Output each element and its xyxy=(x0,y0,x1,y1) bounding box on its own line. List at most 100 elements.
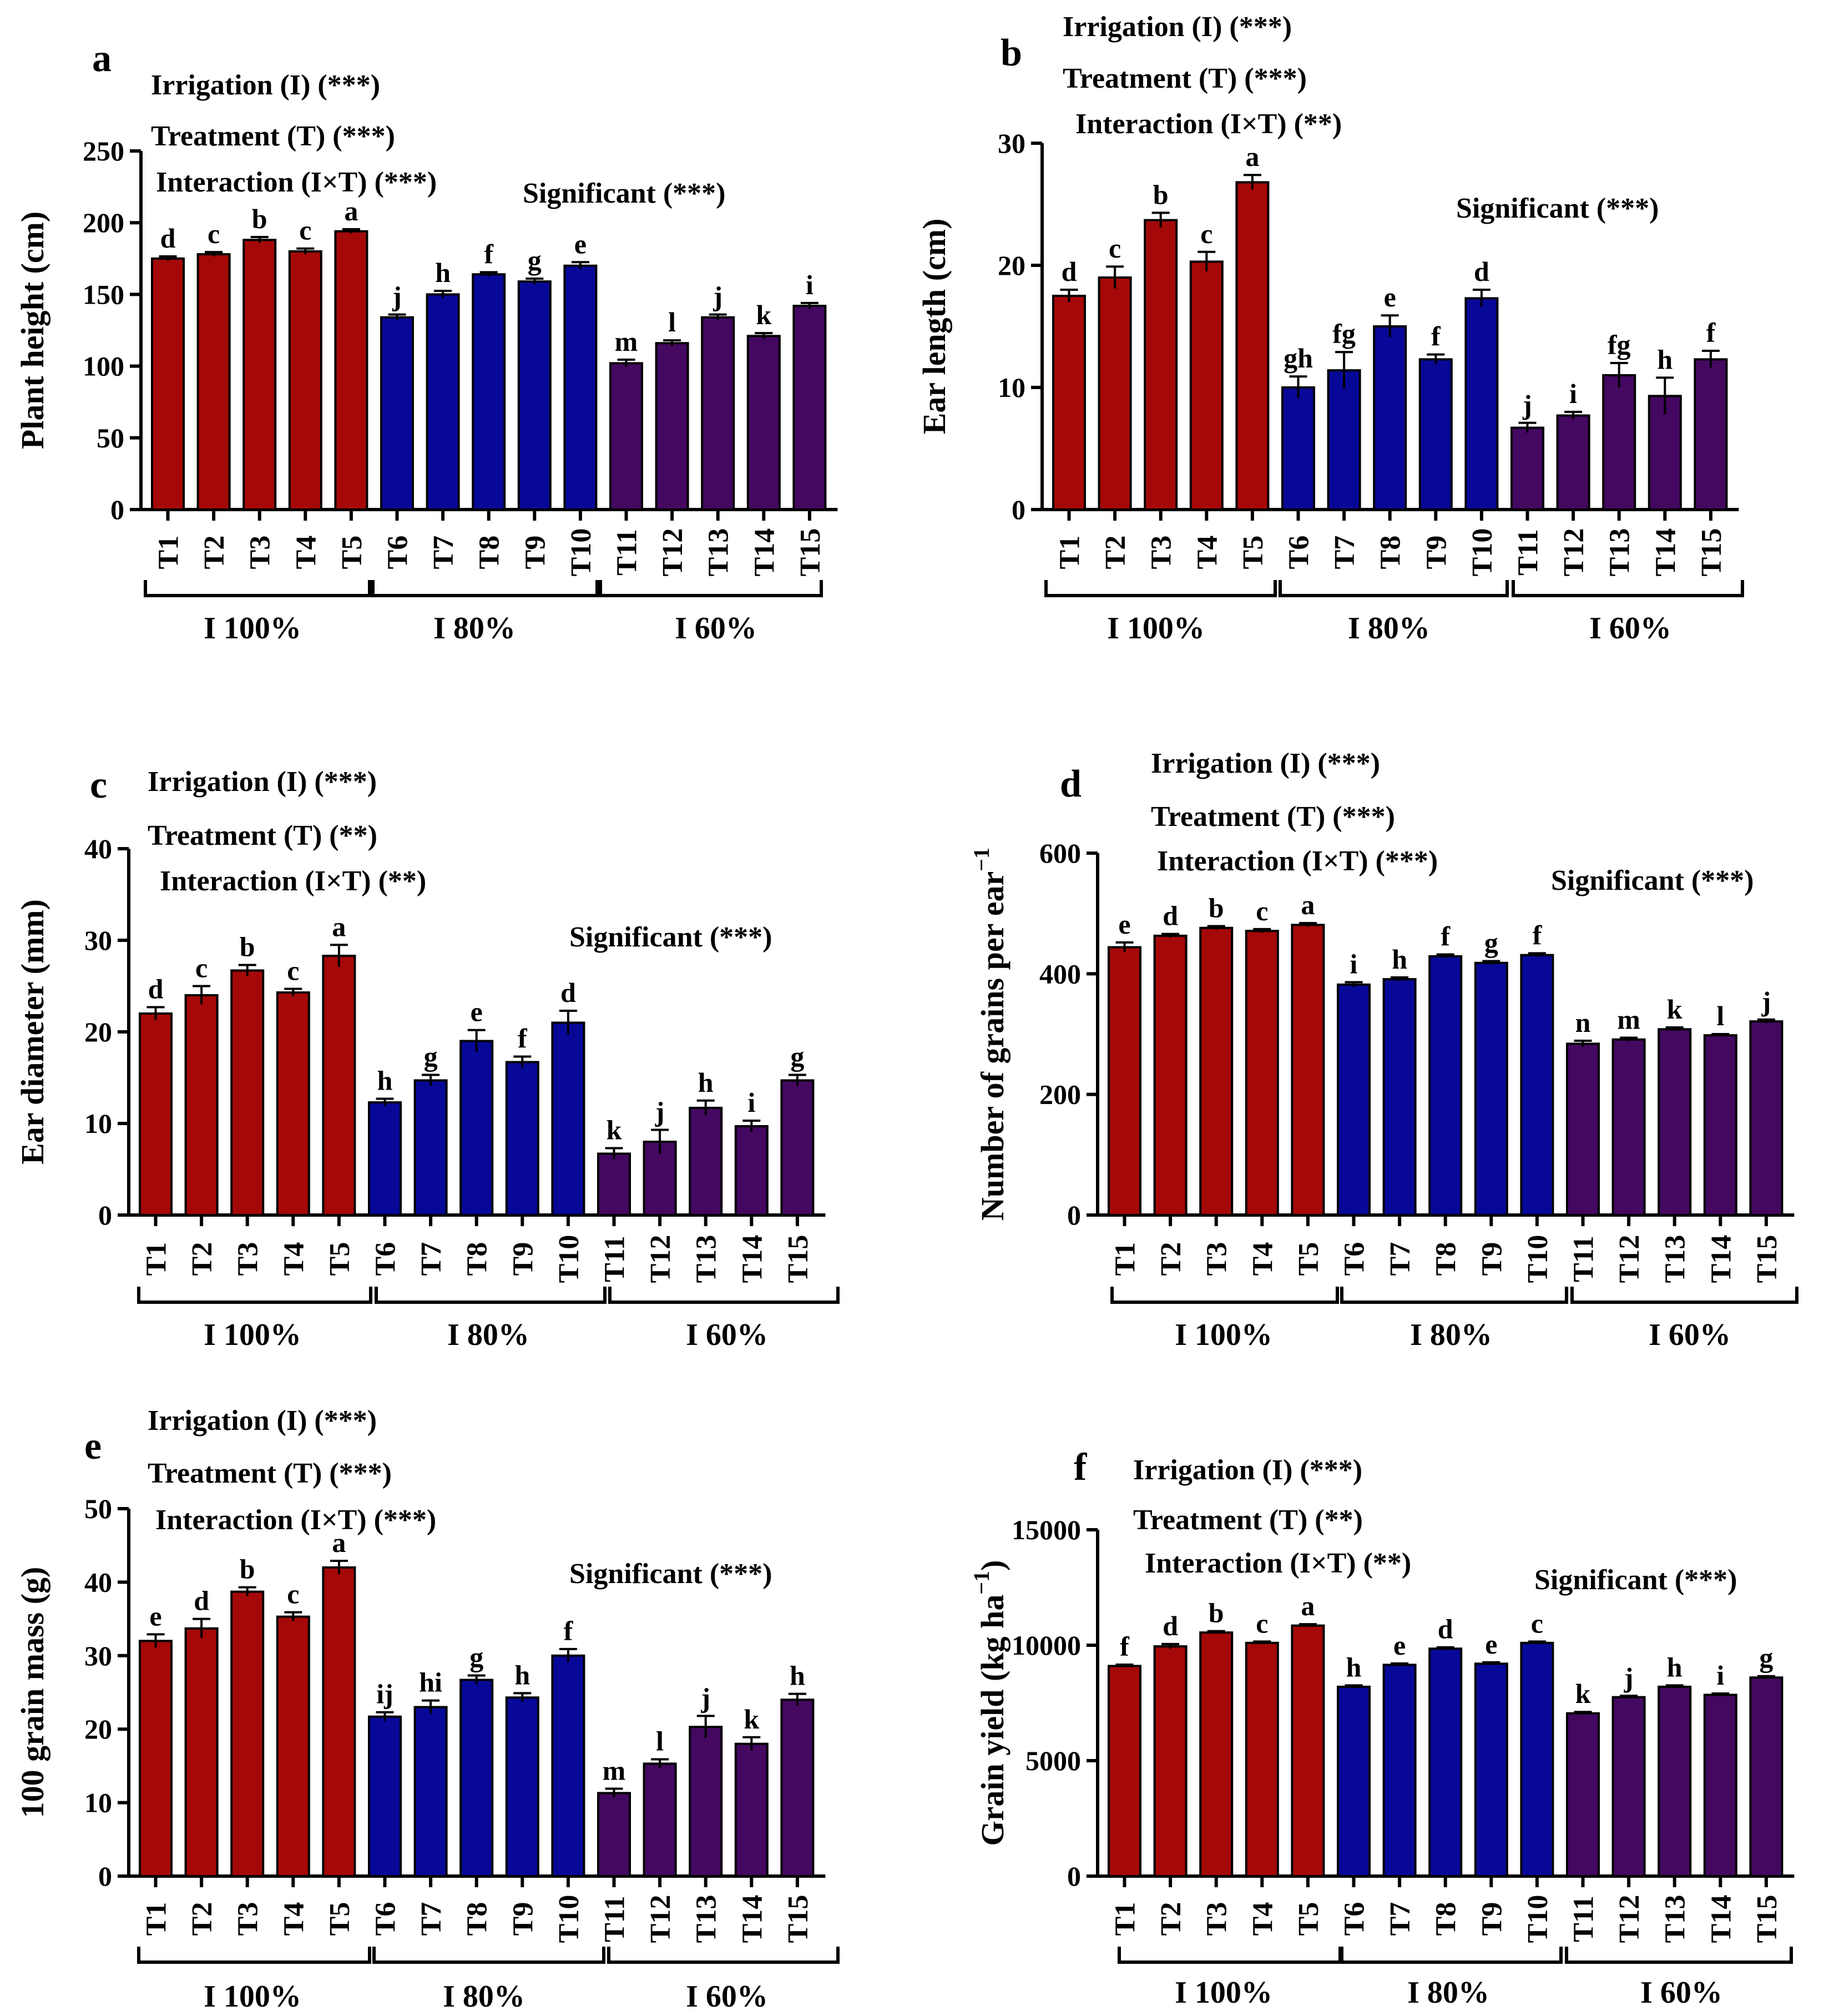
anova-annotation: Treatment (T) (***) xyxy=(1151,801,1395,833)
y-tick-label: 50 xyxy=(97,422,124,453)
group-label: I 80% xyxy=(1410,1318,1492,1352)
significance-letter: l xyxy=(1716,1000,1724,1031)
bar-t9 xyxy=(1474,961,1508,1216)
group-label: I 80% xyxy=(443,1979,525,2014)
bar-t1 xyxy=(139,1640,173,1878)
x-tick-label: T14 xyxy=(1650,528,1681,577)
group-bracket xyxy=(608,1287,840,1304)
group-bracket xyxy=(1110,1287,1339,1304)
x-tick-label: T6 xyxy=(370,1242,402,1276)
bar-t10 xyxy=(1464,297,1499,511)
y-tick-label: 0 xyxy=(1012,494,1025,525)
y-tick-label: 15000 xyxy=(1012,1514,1081,1545)
bar-t15 xyxy=(792,305,827,511)
x-tick-label: T2 xyxy=(186,1242,218,1276)
significance-letter: ij xyxy=(376,1679,393,1710)
anova-annotation: Irrigation (I) (***) xyxy=(148,766,377,798)
significance-letter: k xyxy=(607,1115,622,1146)
x-tick-label: T10 xyxy=(553,1235,585,1283)
group-bracket xyxy=(1118,1947,1342,1964)
significance-letter: h xyxy=(514,1659,530,1690)
x-tick-label: T11 xyxy=(1568,1236,1600,1282)
x-tick-label: T8 xyxy=(462,1902,493,1936)
x-tick-label: T10 xyxy=(565,528,597,577)
significance-label: Significant (***) xyxy=(1534,1564,1737,1596)
panel-label: b xyxy=(1001,32,1022,74)
x-tick-label: T14 xyxy=(749,528,780,577)
bar-t12 xyxy=(655,342,689,511)
group-label: I 60% xyxy=(675,611,757,646)
bar-t12 xyxy=(1611,1696,1646,1878)
bar-t5 xyxy=(322,1566,356,1877)
bar-t6 xyxy=(368,1101,402,1217)
x-tick-label: T2 xyxy=(1100,536,1131,569)
panel-a: a Irrigation (I) (***) Treatment (T) (***)… xyxy=(14,37,838,646)
y-axis-label-superscript: −1 xyxy=(969,848,994,871)
y-axis-label: Ear diameter (mm) xyxy=(14,899,50,1165)
bar-t9 xyxy=(505,1696,539,1878)
bar-t13 xyxy=(1658,1685,1692,1877)
significance-letter: d xyxy=(194,1585,209,1616)
group-label: I 100% xyxy=(204,1318,301,1352)
significance-letter: m xyxy=(1617,1004,1640,1035)
bar-t10 xyxy=(1520,1641,1554,1878)
panel-c: c Irrigation (I) (***) Treatment (T) (**) I… xyxy=(14,764,840,1352)
significance-letter: f xyxy=(1706,317,1716,348)
significance-letter: d xyxy=(1474,256,1489,287)
x-tick-label: T9 xyxy=(519,536,551,569)
x-tick-label: T2 xyxy=(1155,1242,1187,1276)
x-tick-label: T1 xyxy=(1054,536,1086,569)
group-bracket xyxy=(144,580,371,597)
significance-label: Significant (***) xyxy=(523,178,725,209)
y-tick-label: 30 xyxy=(84,1640,112,1671)
bar-t4 xyxy=(276,1615,310,1877)
significance-letter: l xyxy=(668,306,676,337)
x-tick-label: T14 xyxy=(1705,1235,1737,1283)
bar-t7 xyxy=(1382,1664,1417,1878)
x-tick-label: T1 xyxy=(153,536,185,569)
x-tick-label: T15 xyxy=(1751,1895,1783,1943)
significance-letter: i xyxy=(1569,378,1577,409)
y-tick-label: 50 xyxy=(84,1493,112,1524)
significance-letter: d xyxy=(148,973,164,1004)
x-tick-label: T3 xyxy=(233,1242,264,1276)
bar-t15 xyxy=(780,1699,815,1877)
x-tick-label: T12 xyxy=(1614,1895,1645,1943)
anova-annotation: Treatment (T) (***) xyxy=(1063,63,1307,94)
significance-letter: c xyxy=(208,218,220,249)
bar-t1 xyxy=(1108,946,1141,1217)
x-tick-label: T5 xyxy=(324,1902,356,1936)
significance-letter: k xyxy=(744,1703,759,1735)
x-tick-label: T9 xyxy=(507,1902,539,1936)
y-tick-label: 100 xyxy=(83,351,124,382)
x-tick-label: T4 xyxy=(278,1242,310,1276)
significance-letter: e xyxy=(149,1600,161,1631)
x-tick-label: T11 xyxy=(612,529,643,576)
significance-letter: j xyxy=(392,281,402,312)
significance-letter: g xyxy=(1484,928,1498,959)
x-tick-label: T5 xyxy=(1293,1902,1325,1936)
bar-t11 xyxy=(597,1792,631,1877)
group-bracket xyxy=(1512,580,1744,597)
bar-t8 xyxy=(472,273,506,511)
significance-letter: f xyxy=(564,1615,574,1646)
bar-t11 xyxy=(1566,1712,1600,1877)
group-label: I 60% xyxy=(1589,611,1671,646)
significance-letter: g xyxy=(424,1041,438,1072)
x-tick-label: T9 xyxy=(1421,536,1452,569)
bar-t7 xyxy=(1327,369,1361,511)
significance-letter: e xyxy=(1118,909,1130,940)
x-tick-label: T5 xyxy=(1237,536,1269,569)
group-label: I 100% xyxy=(1175,1975,1272,2010)
group-bracket xyxy=(1340,1287,1568,1304)
x-tick-label: T15 xyxy=(1696,528,1727,577)
bar-t6 xyxy=(1337,983,1371,1216)
group-label: I 60% xyxy=(1649,1318,1731,1352)
x-tick-label: T5 xyxy=(336,536,368,569)
bar-t3 xyxy=(242,239,277,511)
bar-t1 xyxy=(151,257,185,511)
x-tick-label: T5 xyxy=(324,1242,356,1276)
significance-letter: b xyxy=(1153,179,1169,210)
bar-t14 xyxy=(734,1125,769,1216)
y-axis-label-text: Ear length (cm) xyxy=(916,219,952,435)
